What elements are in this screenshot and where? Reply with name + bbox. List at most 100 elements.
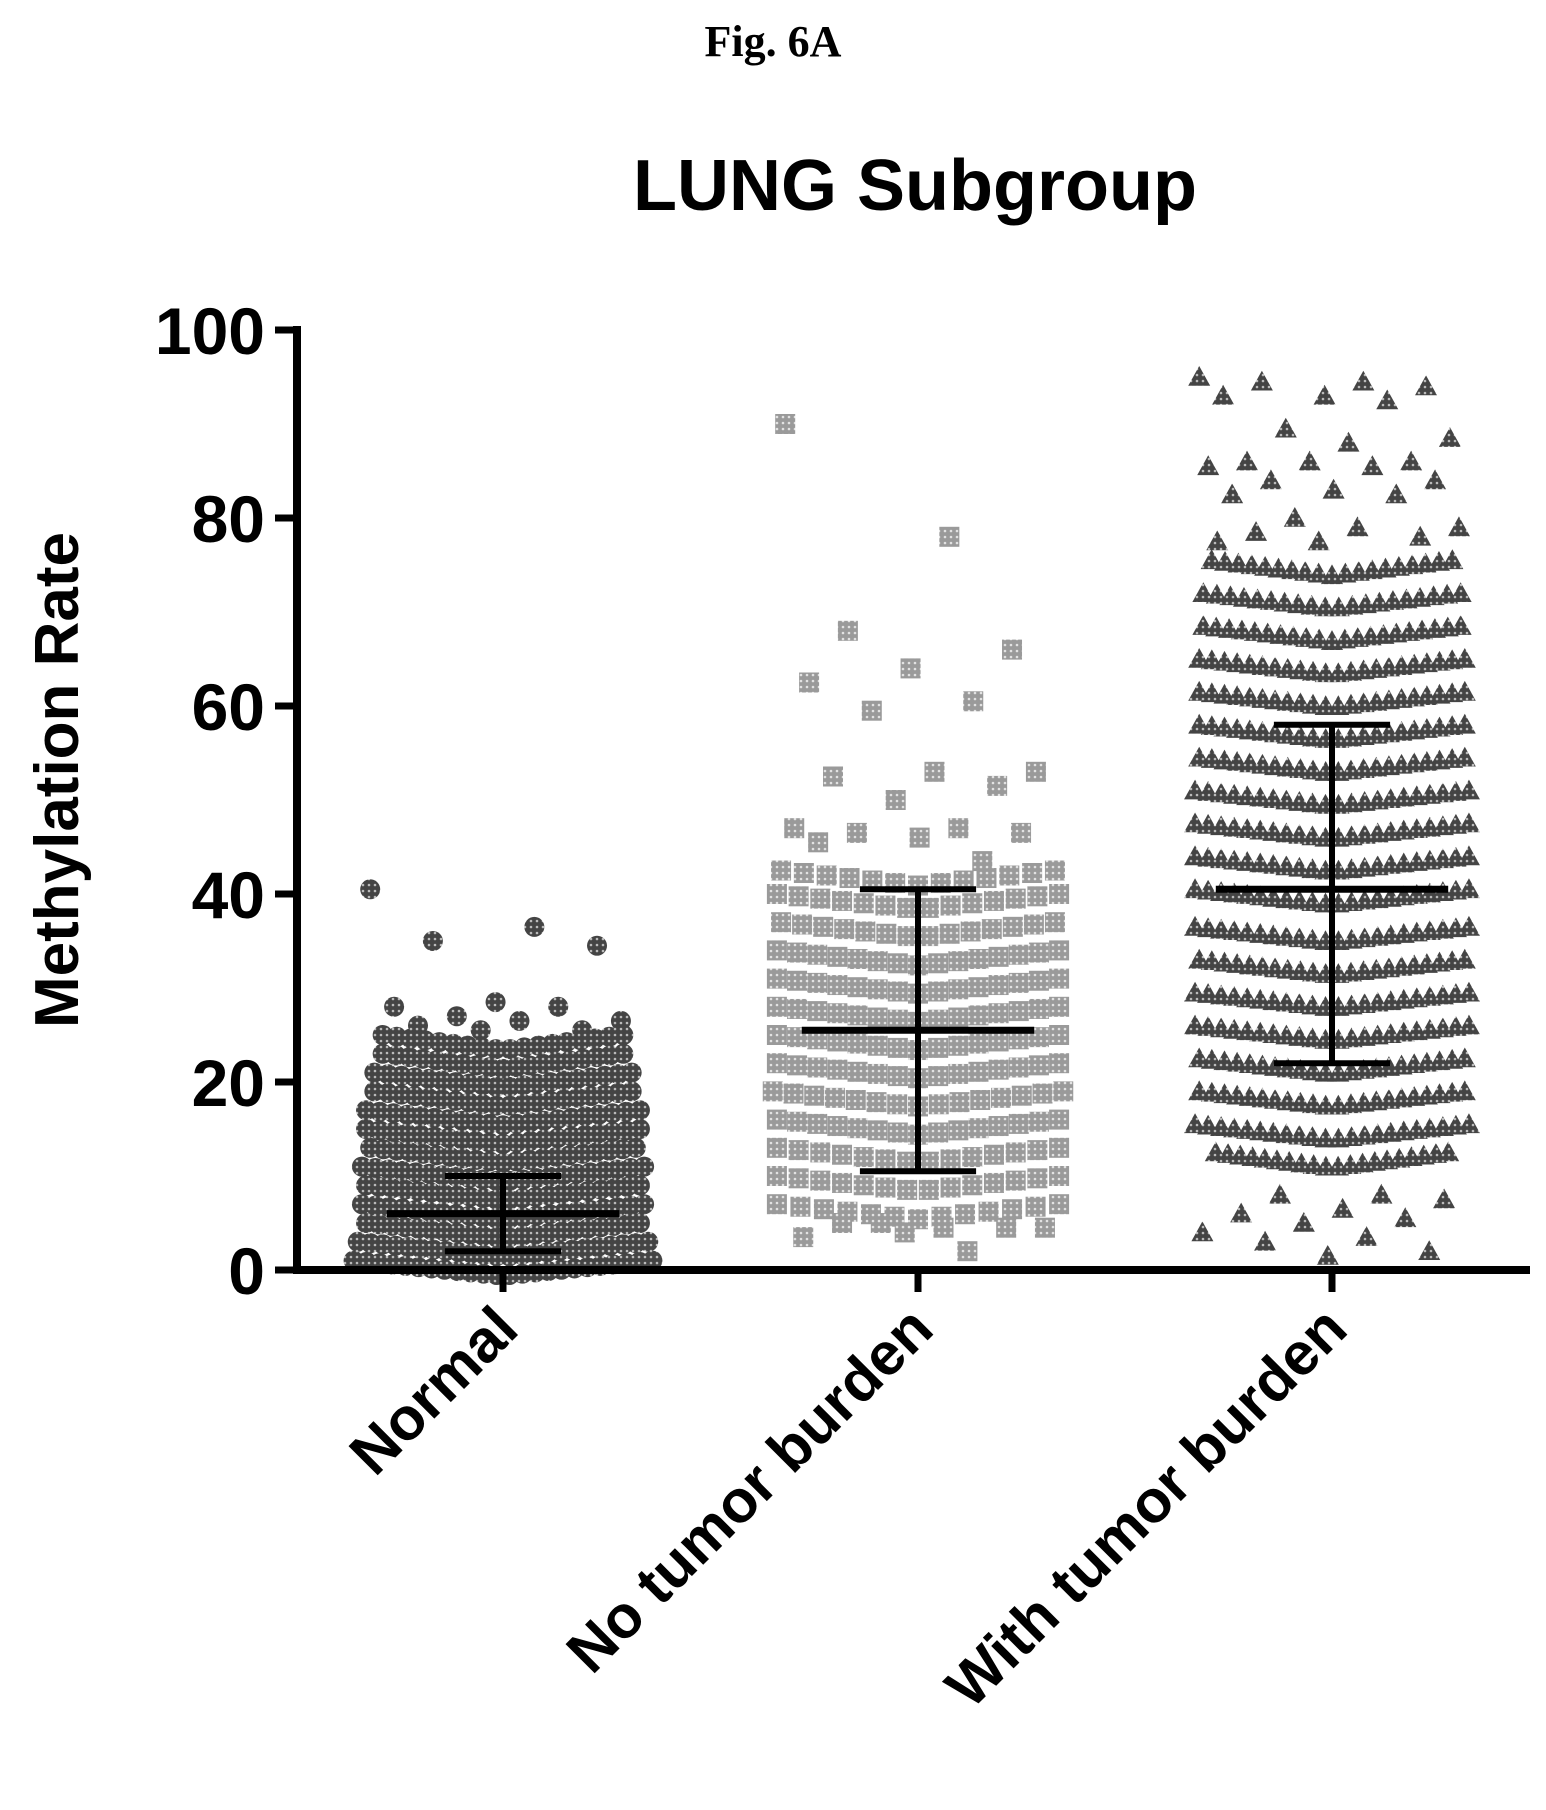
data-point — [948, 1120, 969, 1141]
data-point — [625, 1137, 646, 1158]
data-point — [1262, 788, 1285, 808]
data-point — [897, 926, 918, 947]
data-point — [762, 1081, 783, 1102]
data-point — [853, 893, 874, 914]
data-point — [1249, 819, 1272, 840]
data-point — [1034, 1217, 1055, 1238]
data-point — [485, 1039, 506, 1060]
data-point — [875, 1149, 896, 1170]
data-point — [1301, 858, 1324, 879]
data-point — [855, 921, 876, 942]
data-point — [976, 868, 997, 889]
data-point — [988, 1059, 1009, 1080]
data-point — [988, 946, 1009, 967]
data-point — [807, 1057, 828, 1078]
data-point — [1394, 1207, 1417, 1228]
data-point — [766, 1194, 787, 1215]
data-point — [1301, 994, 1324, 1015]
data-point — [988, 1031, 1009, 1052]
summary-lines — [386, 721, 1449, 1255]
data-point — [548, 996, 569, 1017]
data-point — [1288, 927, 1311, 948]
data-point — [1028, 942, 1049, 963]
data-point — [766, 968, 787, 989]
data-point — [810, 1142, 831, 1163]
data-point — [1049, 996, 1070, 1017]
data-point — [999, 865, 1020, 886]
data-point — [1449, 615, 1472, 635]
data-point — [788, 1140, 809, 1161]
data-point — [1453, 648, 1476, 668]
data-point — [793, 1227, 814, 1248]
data-point — [928, 981, 949, 1002]
data-point — [766, 1025, 787, 1045]
data-point — [1236, 987, 1259, 1008]
data-point — [1027, 1168, 1048, 1189]
data-point — [793, 863, 814, 884]
data-point — [887, 1094, 908, 1115]
data-point — [1027, 1140, 1048, 1161]
data-point — [1288, 791, 1311, 811]
data-point — [807, 972, 828, 993]
data-point — [1221, 483, 1244, 504]
data-point — [1287, 593, 1310, 614]
data-point — [1385, 483, 1408, 504]
data-point — [867, 1007, 888, 1028]
data-point — [1223, 816, 1246, 837]
data-point — [1331, 1197, 1354, 1218]
data-point — [1236, 851, 1259, 871]
data-point — [962, 893, 983, 914]
data-point — [1005, 888, 1026, 909]
data-point — [1232, 586, 1255, 607]
data-point — [807, 944, 828, 965]
data-point — [955, 1204, 976, 1225]
data-point — [771, 912, 792, 933]
data-point — [887, 953, 908, 974]
data-point — [987, 775, 1008, 796]
data-point — [988, 1116, 1009, 1137]
data-point — [1049, 940, 1070, 961]
data-point — [1023, 914, 1044, 935]
data-point — [787, 1055, 808, 1076]
data-point — [827, 946, 848, 967]
data-point — [1002, 916, 1023, 937]
data-point — [1262, 1121, 1285, 1142]
data-point — [1223, 985, 1246, 1006]
data-point — [1409, 525, 1432, 546]
data-point — [862, 870, 883, 891]
data-point — [948, 818, 969, 839]
data-point — [629, 1119, 650, 1139]
data-point — [847, 977, 868, 998]
data-point — [1283, 507, 1306, 527]
data-point — [1262, 990, 1285, 1011]
data-point — [766, 1053, 787, 1074]
data-point — [978, 1201, 999, 1222]
data-point — [953, 870, 974, 891]
data-point — [847, 1033, 868, 1054]
data-point — [1453, 746, 1476, 767]
data-point — [867, 1120, 888, 1141]
data-point — [847, 948, 868, 969]
data-point — [1236, 450, 1259, 471]
x-category-label: Normal — [337, 1294, 531, 1488]
data-point — [1453, 713, 1476, 734]
data-point — [1223, 783, 1246, 804]
data-point — [1249, 988, 1272, 1009]
data-point — [853, 1175, 874, 1196]
data-point — [642, 1250, 663, 1271]
data-point — [928, 1066, 949, 1087]
data-point — [360, 879, 381, 900]
data-point — [787, 970, 808, 991]
data-point — [1249, 885, 1272, 906]
data-point — [807, 1113, 828, 1134]
data-point — [983, 890, 1004, 911]
data-point — [1433, 1188, 1456, 1209]
data-point — [1457, 812, 1480, 833]
data-point — [1197, 813, 1220, 834]
data-point — [988, 975, 1009, 996]
data-point — [1022, 863, 1043, 884]
data-point — [808, 832, 829, 853]
data-point — [1457, 1014, 1480, 1035]
data-point — [470, 1020, 491, 1041]
data-point — [1453, 948, 1476, 969]
